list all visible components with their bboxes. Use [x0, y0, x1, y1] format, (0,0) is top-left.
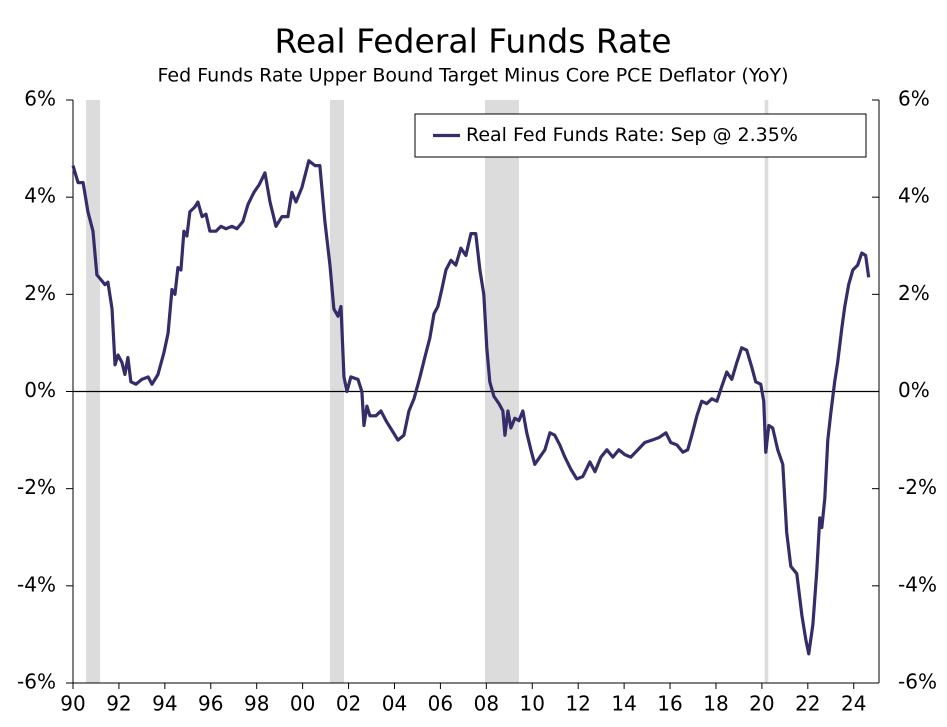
- y-tick-label: -4%: [17, 572, 56, 596]
- y2-tick-label: -4%: [898, 572, 937, 596]
- x-tick-label: 18: [703, 692, 728, 716]
- y2-tick-label: 2%: [898, 281, 930, 305]
- y2-tick-label: 0%: [898, 378, 930, 402]
- x-tick-label: 90: [60, 692, 85, 716]
- x-tick-label: 94: [152, 692, 177, 716]
- y-tick-label: 6%: [24, 87, 56, 111]
- x-tick-label: 92: [106, 692, 131, 716]
- x-tick-label: 04: [382, 692, 407, 716]
- data-line: [71, 159, 871, 656]
- x-tick-label: 20: [749, 692, 774, 716]
- x-tick-label: 08: [474, 692, 499, 716]
- x-tick-label: 16: [657, 692, 682, 716]
- chart-subtitle: Fed Funds Rate Upper Bound Target Minus …: [158, 65, 789, 87]
- y-tick-label: 4%: [24, 184, 56, 208]
- x-tick-label: 24: [841, 692, 866, 716]
- y2-tick-label: 6%: [898, 87, 930, 111]
- x-tick-label: 10: [520, 692, 545, 716]
- x-tick-label: 06: [428, 692, 453, 716]
- x-tick-label: 96: [198, 692, 223, 716]
- chart-title: Real Federal Funds Rate: [274, 22, 671, 61]
- legend-label: Real Fed Funds Rate: Sep @ 2.35%: [466, 124, 798, 146]
- y2-tick-label: -6%: [898, 670, 937, 694]
- y-tick-label: 0%: [24, 378, 56, 402]
- x-tick-label: 12: [565, 692, 590, 716]
- x-tick-label: 22: [795, 692, 820, 716]
- y-tick-label: -2%: [17, 475, 56, 499]
- x-tick-label: 02: [336, 692, 361, 716]
- y2-tick-label: -2%: [898, 475, 937, 499]
- x-tick-label: 98: [244, 692, 269, 716]
- x-tick-label: 00: [290, 692, 315, 716]
- legend-box: [414, 113, 867, 158]
- x-tick-label: 14: [611, 692, 636, 716]
- y2-tick-label: 4%: [898, 184, 930, 208]
- y-tick-label: 2%: [24, 281, 56, 305]
- y-tick-label: -6%: [17, 670, 56, 694]
